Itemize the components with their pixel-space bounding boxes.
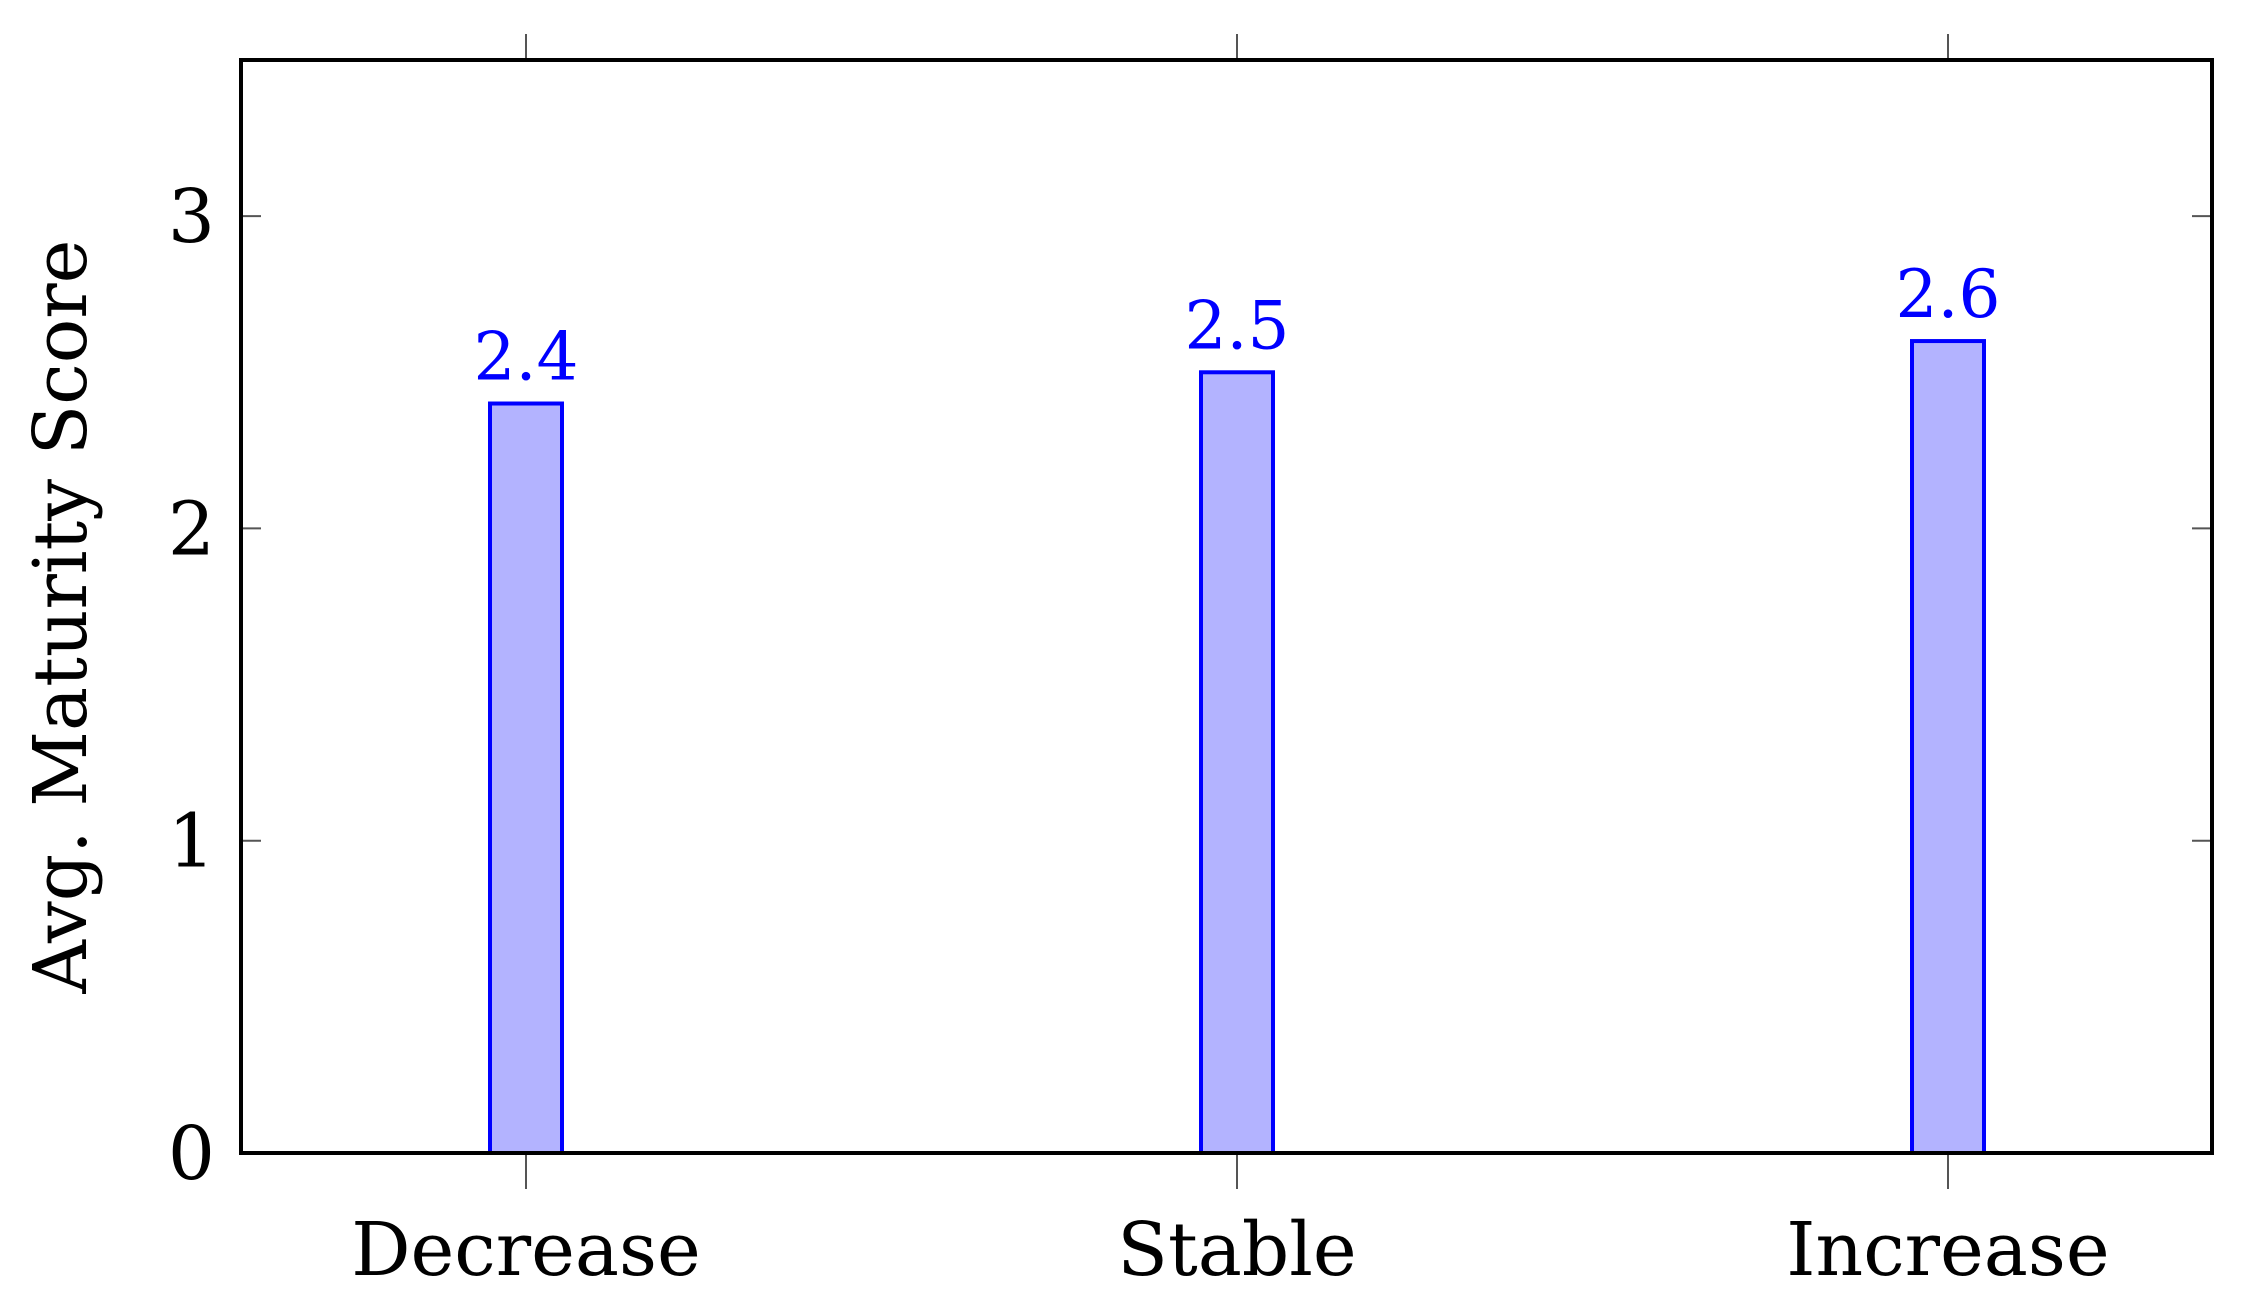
x-category-label: Increase <box>1786 1207 2109 1293</box>
y-tick-label: 1 <box>168 799 215 885</box>
category-labels: Decrease Stable Increase <box>351 1207 2110 1293</box>
y-tick-label: 3 <box>168 174 215 260</box>
bars <box>488 339 1986 1155</box>
y-tick-labels: 0 1 2 3 <box>168 174 215 1197</box>
data-labels: 2.4 2.5 2.6 <box>474 256 2001 395</box>
tick-marks <box>241 34 2212 1189</box>
bar-decrease <box>488 401 564 1155</box>
x-category-label: Decrease <box>351 1207 701 1293</box>
x-category-label: Stable <box>1117 1207 1356 1293</box>
y-tick-label: 2 <box>168 486 215 572</box>
data-label-decrease: 2.4 <box>474 319 579 396</box>
bar-increase <box>1910 339 1986 1155</box>
y-axis-title: Avg. Maturity Score <box>18 240 104 995</box>
y-tick-label: 0 <box>168 1111 215 1197</box>
bar-stable <box>1199 370 1275 1155</box>
data-label-stable: 2.5 <box>1185 287 1290 364</box>
plot-frame <box>239 58 2214 1155</box>
data-label-increase: 2.6 <box>1896 256 2001 333</box>
